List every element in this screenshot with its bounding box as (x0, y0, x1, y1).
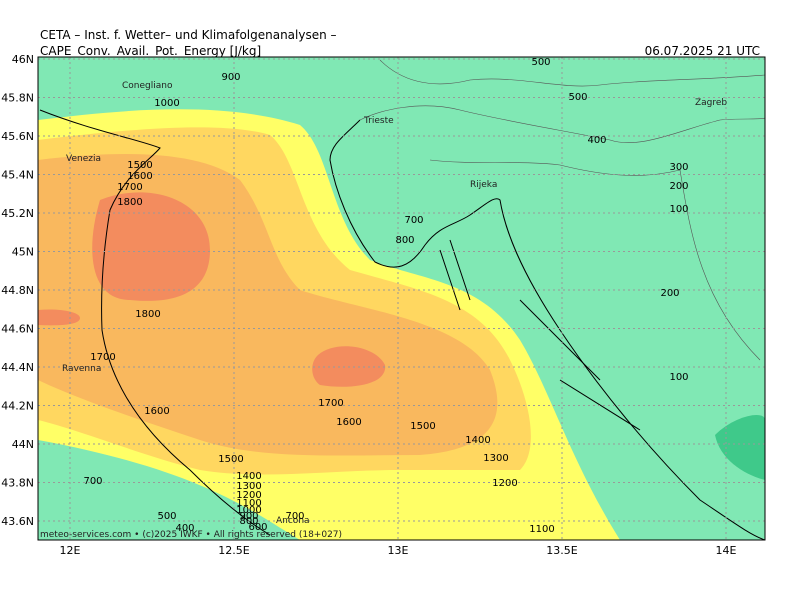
contour-label: 1300 (236, 481, 261, 492)
header-date: 06.07.2025 21 UTC (645, 44, 760, 58)
contour-label: 1000 (154, 98, 179, 109)
lat-label: 45.6N (1, 130, 34, 143)
contour-label: 100 (669, 372, 688, 383)
contour-label: 700 (404, 215, 423, 226)
contour-label: 400 (587, 135, 606, 146)
footer: meteo-services.com • (c)2025 IWKF • All … (40, 530, 342, 540)
lat-label: 44.6N (1, 323, 34, 336)
contour-label: 200 (669, 181, 688, 192)
contour-label: 500 (568, 92, 587, 103)
contour-label: 1100 (529, 524, 554, 535)
contour-label: 1700 (117, 182, 142, 193)
contour-label: 600 (248, 522, 267, 533)
header-subtitle: CAPE_Conv._Avail._Pot._Energy [J/kg] (40, 44, 261, 58)
contour-label: 1500 (127, 160, 152, 171)
contour-label: 700 (285, 511, 304, 522)
field-green (715, 415, 765, 480)
contour-label: 1400 (465, 435, 490, 446)
place-label: Venezia (66, 154, 101, 164)
map-frame (37, 56, 766, 541)
contour-label: 300 (669, 162, 688, 173)
contour-label: 1800 (117, 197, 142, 208)
contour-label: 1200 (492, 478, 517, 489)
contour-label: 1500 (410, 421, 435, 432)
lon-label: 13.5E (546, 544, 577, 557)
contour-label: 800 (239, 516, 258, 527)
lon-label: 12.5E (218, 544, 249, 557)
contour-label: 700 (83, 476, 102, 487)
lat-label: 44.8N (1, 284, 34, 297)
coastline (39, 109, 765, 540)
contour-label: 1700 (90, 352, 115, 363)
contour-label: 500 (531, 57, 550, 68)
place-label: Conegliano (122, 81, 173, 91)
lat-label: 43.6N (1, 515, 34, 528)
lat-label: 44.2N (1, 400, 34, 413)
lon-label: 12E (60, 544, 81, 557)
lat-label: 45.4N (1, 169, 34, 182)
place-label: Ancona (276, 516, 310, 526)
lat-label: 45.2N (1, 207, 34, 220)
map-field (38, 57, 765, 540)
lat-label: 45.8N (1, 92, 34, 105)
contour-label: 900 (239, 511, 258, 522)
lat-label: 43.8N (1, 477, 34, 490)
contour-label: 500 (157, 511, 176, 522)
grid (38, 57, 765, 540)
contour-label: 1100 (236, 498, 261, 509)
contour-label: 1600 (144, 406, 169, 417)
contour-label: 1400 (236, 471, 261, 482)
contour-label: 1700 (318, 398, 343, 409)
lon-label: 13E (388, 544, 409, 557)
contour-label: 1600 (336, 417, 361, 428)
place-label: Zagreb (695, 98, 727, 108)
contour-label: 900 (221, 72, 240, 83)
contour-label: 200 (660, 288, 679, 299)
lat-label: 45N (12, 246, 34, 259)
contour-label: 1200 (236, 490, 261, 501)
place-label: Rijeka (470, 180, 497, 190)
borders (359, 59, 765, 361)
contour-label: 1800 (135, 309, 160, 320)
lat-label: 44.4N (1, 361, 34, 374)
contour-label: 100 (669, 204, 688, 215)
header-title: CETA – Inst. f. Wetter– und Klimafolgena… (40, 28, 337, 42)
lat-label: 44N (12, 438, 34, 451)
lat-label: 46N (12, 53, 34, 66)
contour-label: 1000 (236, 505, 261, 516)
contour-label: 1500 (218, 454, 243, 465)
contour-label: 1300 (483, 453, 508, 464)
place-label: Trieste (363, 116, 394, 126)
place-label: Ravenna (62, 364, 101, 374)
lon-label: 14E (716, 544, 737, 557)
contour-label: 400 (175, 523, 194, 534)
contour-label: 800 (395, 235, 414, 246)
contour-label: 1600 (127, 171, 152, 182)
field-red (92, 192, 210, 301)
labels: 12E12.5E13E13.5E14E14.5E15E15.5E16E46N45… (1, 53, 737, 557)
